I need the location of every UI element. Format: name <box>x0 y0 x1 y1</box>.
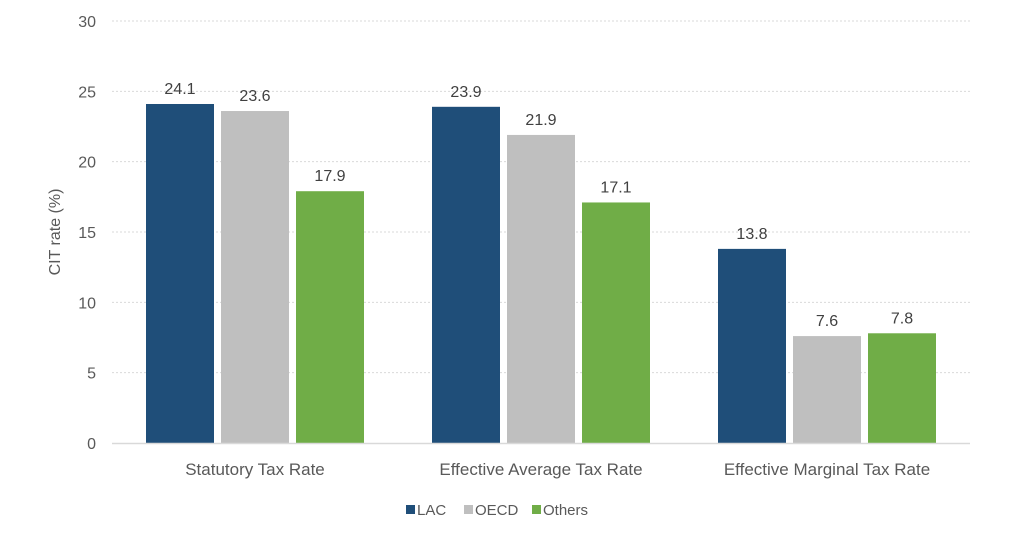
bars <box>146 103 936 443</box>
data-label: 7.8 <box>891 310 913 327</box>
y-tick-label: 30 <box>78 14 96 31</box>
y-tick-label: 5 <box>87 366 96 383</box>
bar-lac-2 <box>718 248 786 443</box>
bar-others-2 <box>868 333 936 443</box>
legend-swatch-oecd <box>464 505 473 514</box>
bar-lac-1 <box>432 106 500 443</box>
legend-swatch-lac <box>406 505 415 514</box>
legend-swatch-others <box>532 505 541 514</box>
data-label: 21.9 <box>525 112 556 129</box>
y-axis-ticks: 0 5 10 15 20 25 30 <box>78 14 96 453</box>
data-label: 13.8 <box>736 226 767 243</box>
data-label: 23.9 <box>450 84 481 101</box>
data-label: 23.6 <box>239 88 270 105</box>
data-label: 17.1 <box>600 179 631 196</box>
y-tick-label: 25 <box>78 84 96 101</box>
y-tick-label: 15 <box>78 225 96 242</box>
y-tick-label: 20 <box>78 155 96 172</box>
bar-others-0 <box>296 191 364 443</box>
bar-oecd-1 <box>507 134 575 443</box>
legend-label-oecd: OECD <box>475 502 519 519</box>
bar-others-1 <box>582 202 650 443</box>
bar-lac-0 <box>146 103 214 443</box>
legend: LAC OECD Others <box>406 502 588 519</box>
bar-oecd-0 <box>221 111 289 443</box>
data-label: 17.9 <box>314 168 345 185</box>
category-labels: Statutory Tax Rate Effective Average Tax … <box>185 460 930 479</box>
category-label: Effective Average Tax Rate <box>439 460 642 479</box>
category-label: Statutory Tax Rate <box>185 460 325 479</box>
category-label: Effective Marginal Tax Rate <box>724 460 930 479</box>
legend-label-lac: LAC <box>417 502 446 519</box>
y-tick-label: 0 <box>87 436 96 453</box>
y-axis-label: CIT rate (%) <box>47 189 64 276</box>
data-label: 7.6 <box>816 313 838 330</box>
legend-label-others: Others <box>543 502 588 519</box>
data-labels: 24.1 23.6 17.9 23.9 21.9 17.1 13.8 7.6 7.8 <box>164 81 913 330</box>
bar-oecd-2 <box>793 336 861 443</box>
y-tick-label: 10 <box>78 295 96 312</box>
data-label: 24.1 <box>164 81 195 98</box>
